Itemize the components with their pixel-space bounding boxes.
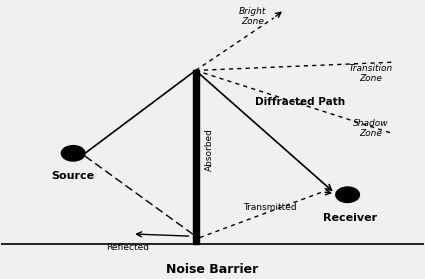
Text: Transmitted: Transmitted — [243, 203, 296, 212]
Text: Absorbed: Absorbed — [205, 128, 214, 170]
Text: Transition
Zone: Transition Zone — [348, 64, 393, 83]
Circle shape — [61, 146, 85, 161]
Text: Diffracted Path: Diffracted Path — [255, 97, 345, 107]
Text: Shadow
Zone: Shadow Zone — [353, 119, 388, 138]
Text: Source: Source — [51, 171, 95, 181]
Text: Reflected: Reflected — [107, 243, 150, 252]
Circle shape — [336, 187, 360, 203]
Text: Receiver: Receiver — [323, 213, 377, 223]
Text: Noise Barrier: Noise Barrier — [166, 263, 259, 276]
Text: Bright
Zone: Bright Zone — [239, 7, 266, 26]
